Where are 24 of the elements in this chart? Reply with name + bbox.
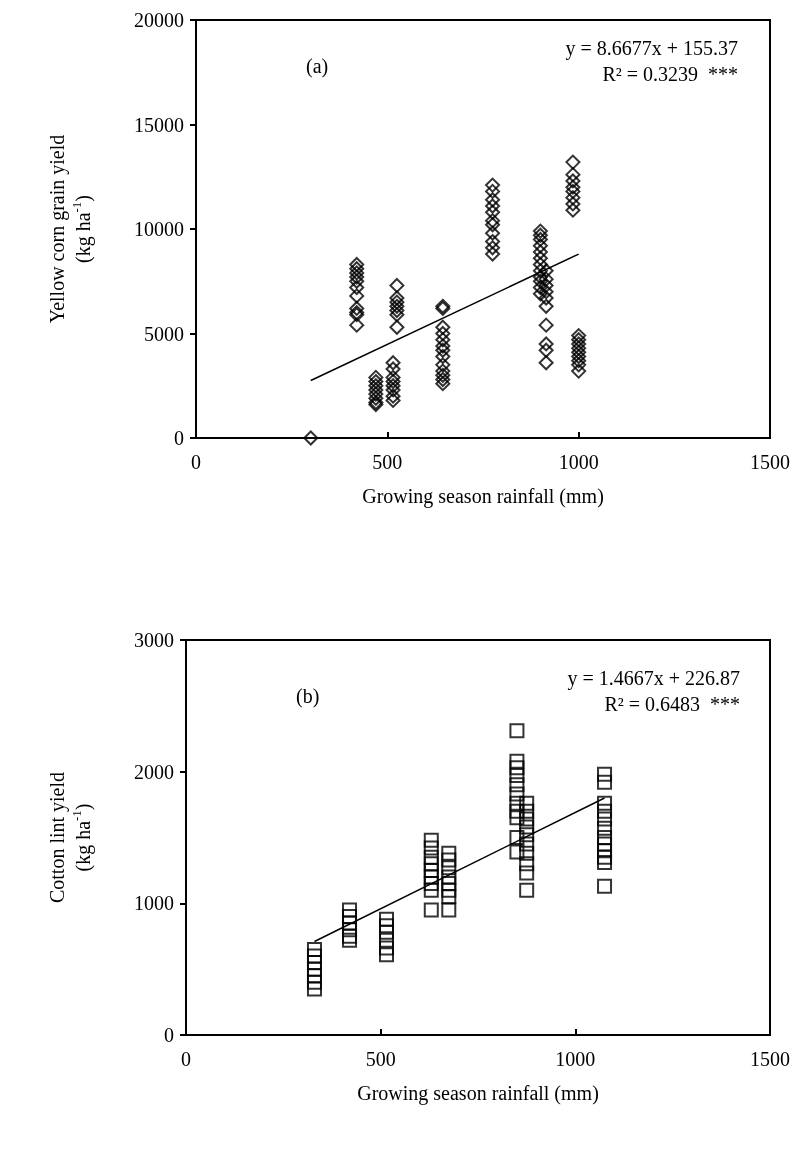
annotation: R² = 0.3239 *** — [602, 63, 738, 85]
y-tick-label: 15000 — [134, 113, 184, 136]
y-tick-label: 10000 — [134, 218, 184, 240]
annotation: y = 1.4667x + 226.87 — [567, 667, 740, 690]
x-tick-label: 0 — [191, 451, 201, 473]
x-tick-label: 500 — [365, 1048, 396, 1070]
x-tick-label: 1000 — [555, 1048, 596, 1070]
x-axis-title: Growing season rainfall (mm) — [357, 1082, 599, 1105]
y-tick-label: 3000 — [134, 629, 174, 651]
y-tick-label: 1000 — [134, 892, 174, 915]
annotation: (b) — [296, 685, 320, 708]
x-tick-label: 500 — [372, 451, 403, 473]
y-tick-label: 0 — [164, 1024, 174, 1046]
x-axis-title: Growing season rainfall (mm) — [362, 485, 604, 508]
y-tick-label: 2000 — [134, 760, 174, 783]
x-tick-label: 1500 — [750, 1048, 790, 1070]
annotation: y = 8.6677x + 155.37 — [565, 37, 738, 60]
x-tick-label: 1500 — [750, 451, 790, 473]
y-tick-label: 0 — [174, 427, 184, 449]
annotation: R² = 0.6483 *** — [604, 693, 740, 715]
y-tick-label: 5000 — [144, 322, 184, 345]
annotation: (a) — [306, 55, 329, 78]
x-tick-label: 1000 — [558, 451, 599, 473]
y-tick-label: 20000 — [134, 9, 184, 31]
